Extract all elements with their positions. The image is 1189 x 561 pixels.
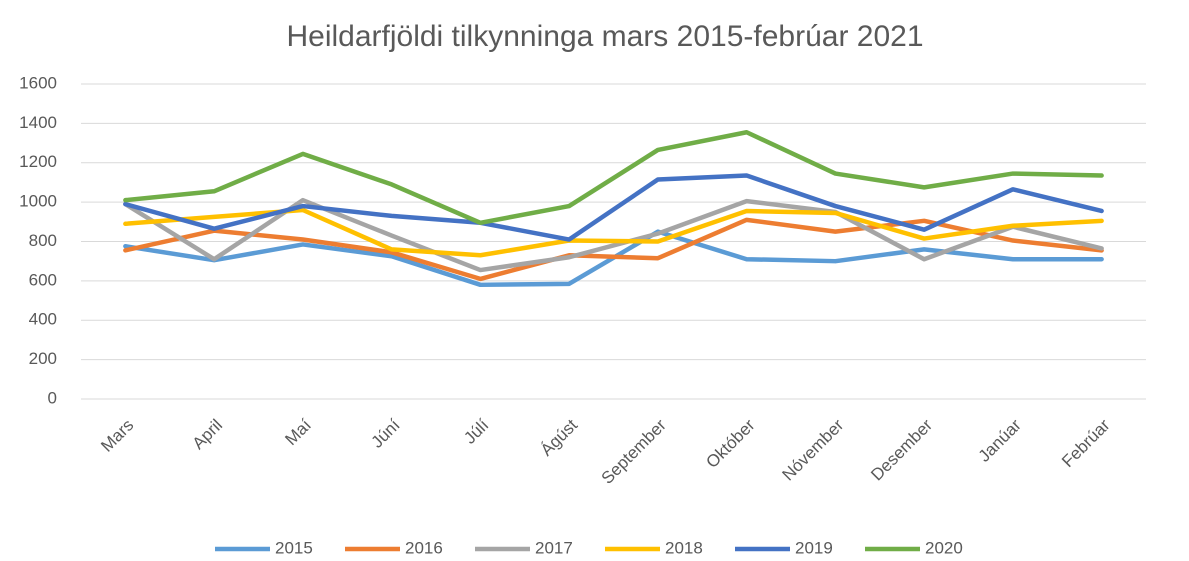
y-tick-label: 1400 <box>19 113 57 132</box>
chart-title: Heildarfjöldi tilkynninga mars 2015-febr… <box>286 20 923 53</box>
y-tick-label: 200 <box>29 349 57 368</box>
y-tick-label: 1600 <box>19 73 57 92</box>
legend-label: 2016 <box>405 538 443 557</box>
x-tick-label: Nóvember <box>778 415 847 484</box>
legend-label: 2015 <box>275 538 313 557</box>
y-tick-label: 1200 <box>19 152 57 171</box>
x-tick-label: Júní <box>367 415 403 451</box>
y-tick-label: 600 <box>29 270 57 289</box>
legend-label: 2020 <box>925 538 963 557</box>
x-tick-label: Febrúar <box>1058 415 1114 471</box>
series-line <box>123 173 1104 242</box>
y-tick-label: 0 <box>48 388 57 407</box>
legend-label: 2017 <box>535 538 573 557</box>
x-tick-label: Janúar <box>975 415 1025 465</box>
y-tick-label: 400 <box>29 310 57 329</box>
x-tick-label: September <box>598 415 670 487</box>
y-tick-label: 800 <box>29 231 57 250</box>
x-tick-label: Ágúst <box>537 415 581 459</box>
series-line <box>123 129 1104 226</box>
x-tick-label: Október <box>702 415 758 471</box>
legend-label: 2019 <box>795 538 833 557</box>
x-tick-label: Júlí <box>460 415 492 447</box>
x-tick-label: April <box>189 416 226 453</box>
y-tick-label: 1000 <box>19 192 57 211</box>
legend-label: 2018 <box>665 538 703 557</box>
x-tick-label: Mars <box>97 416 137 456</box>
x-tick-label: Maí <box>281 415 315 449</box>
x-tick-label: Desember <box>867 415 936 484</box>
